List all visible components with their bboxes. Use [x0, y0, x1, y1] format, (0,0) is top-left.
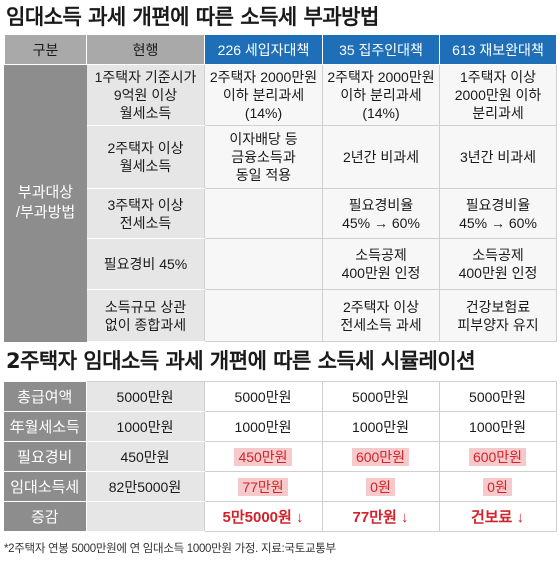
- table-cell: 1주택자 기준시가 9억원 이상 월세소득: [86, 64, 205, 126]
- row-label: 증감: [4, 501, 87, 532]
- header-plan-35: 35 집주인대책: [322, 34, 440, 65]
- decrease-value: 77만원 ↓: [321, 501, 440, 532]
- table-row: 3주택자 이상 전세소득 필요경비율 45% → 60% 필요경비율 45% →…: [5, 188, 557, 239]
- table-row: 필요경비 450만원 450만원 600만원 600만원: [4, 441, 557, 472]
- category-label: 부과대상 /부과방법: [4, 64, 87, 342]
- table-cell: 5000만원: [203, 381, 323, 412]
- table-cell: 소득공제 400만원 인정: [322, 238, 440, 290]
- table-cell: 82만5000원: [85, 471, 205, 502]
- row-label: 年월세소득: [4, 411, 87, 442]
- header-plan-613: 613 재보완대책: [439, 34, 557, 65]
- table-cell: 600만원: [321, 441, 440, 472]
- table-cell: 필요경비 45%: [86, 238, 205, 290]
- table-row: 임대소득세 82만5000원 77만원 0원 0원: [4, 471, 557, 502]
- highlight-value: 600만원: [351, 447, 410, 466]
- table-cell: [85, 501, 205, 532]
- table-cell: 2주택자 2000만원 이하 분리과세 (14%): [322, 64, 440, 126]
- table-cell: 소득공제 400만원 인정: [439, 238, 557, 290]
- table-cell: 77만원: [203, 471, 323, 502]
- table-row: 소득규모 상관 없이 종합과세 2주택자 이상 전세소득 과세 건강보험료 피부…: [5, 289, 557, 342]
- title-tax-method: 임대소득 과세 개편에 따른 소득세 부과방법: [6, 5, 379, 29]
- table-row: 2주택자 이상 월세소득 이자배당 등 금융소득과 동일 적용 2년간 비과세 …: [5, 125, 557, 189]
- table-cell: 0원: [321, 471, 440, 502]
- table-cell: 5000만원: [321, 381, 440, 412]
- table-cell: 2주택자 이상 월세소득: [86, 125, 205, 189]
- table-cell: 600만원: [438, 441, 557, 472]
- table-cell: [204, 238, 323, 290]
- table-cell: 2주택자 이상 전세소득 과세: [322, 289, 440, 342]
- decrease-value: 건보료 ↓: [438, 501, 557, 532]
- table-row: 年월세소득 1000만원 1000만원 1000만원 1000만원: [4, 411, 557, 442]
- table-row: 필요경비 45% 소득공제 400만원 인정 소득공제 400만원 인정: [5, 238, 557, 290]
- table-cell: 이자배당 등 금융소득과 동일 적용: [204, 125, 323, 189]
- table-cell: 필요경비율 45% → 60%: [439, 188, 557, 239]
- table-cell: [204, 289, 323, 342]
- table-cell: [204, 188, 323, 239]
- table-cell: 3주택자 이상 전세소득: [86, 188, 205, 239]
- table-cell: 1000만원: [203, 411, 323, 442]
- tax-method-table: 구분 현행 226 세입자대책 35 집주인대책 613 재보완대책 부과대상 …: [4, 34, 557, 342]
- table-row: 부과대상 /부과방법 1주택자 기준시가 9억원 이상 월세소득 2주택자 20…: [4, 64, 557, 342]
- title-simulation: 2주택자 임대소득 과세 개편에 따른 소득세 시뮬레이션: [6, 349, 476, 373]
- table-cell: 450만원: [85, 441, 205, 472]
- table-cell: 소득규모 상관 없이 종합과세: [86, 289, 205, 342]
- table-row: 총급여액 5000만원 5000만원 5000만원 5000만원: [4, 381, 557, 412]
- row-label: 총급여액: [4, 381, 87, 412]
- table-cell: 2년간 비과세: [322, 125, 440, 189]
- highlight-value: 600만원: [468, 447, 527, 466]
- row-label: 임대소득세: [4, 471, 87, 502]
- highlight-value: 0원: [483, 477, 512, 496]
- table-cell: 5000만원: [438, 381, 557, 412]
- decrease-value: 5만5000원 ↓: [203, 501, 323, 532]
- simulation-table: 총급여액 5000만원 5000만원 5000만원 5000만원 年월세소득 1…: [4, 381, 557, 532]
- table-cell: 1000만원: [321, 411, 440, 442]
- highlight-value: 450만원: [234, 447, 292, 466]
- table-header-row: 구분 현행 226 세입자대책 35 집주인대책 613 재보완대책: [4, 34, 557, 65]
- table-cell: 3년간 비과세: [439, 125, 557, 189]
- table-cell: 필요경비율 45% → 60%: [322, 188, 440, 239]
- table-row: 증감 5만5000원 ↓ 77만원 ↓ 건보료 ↓: [4, 501, 557, 532]
- header-plan-226: 226 세입자대책: [204, 34, 323, 65]
- table-cell: 건강보험료 피부양자 유지: [439, 289, 557, 342]
- table-cell: 1000만원: [85, 411, 205, 442]
- table-cell: 1주택자 이상 2000만원 이하 분리과세: [439, 64, 557, 126]
- table-cell: 450만원: [203, 441, 323, 472]
- table-cell: 0원: [438, 471, 557, 502]
- table-cell: 2주택자 2000만원 이하 분리과세 (14%): [204, 64, 323, 126]
- footnote: *2주택자 연봉 5000만원에 연 임대소득 1000만원 가정. 지료:국토…: [4, 543, 336, 555]
- row-label: 필요경비: [4, 441, 87, 472]
- table-cell: 1000만원: [438, 411, 557, 442]
- highlight-value: 0원: [366, 477, 395, 496]
- header-category: 구분: [4, 34, 87, 65]
- table-cell: 5000만원: [85, 381, 205, 412]
- highlight-value: 77만원: [238, 477, 288, 496]
- header-current: 현행: [86, 34, 205, 65]
